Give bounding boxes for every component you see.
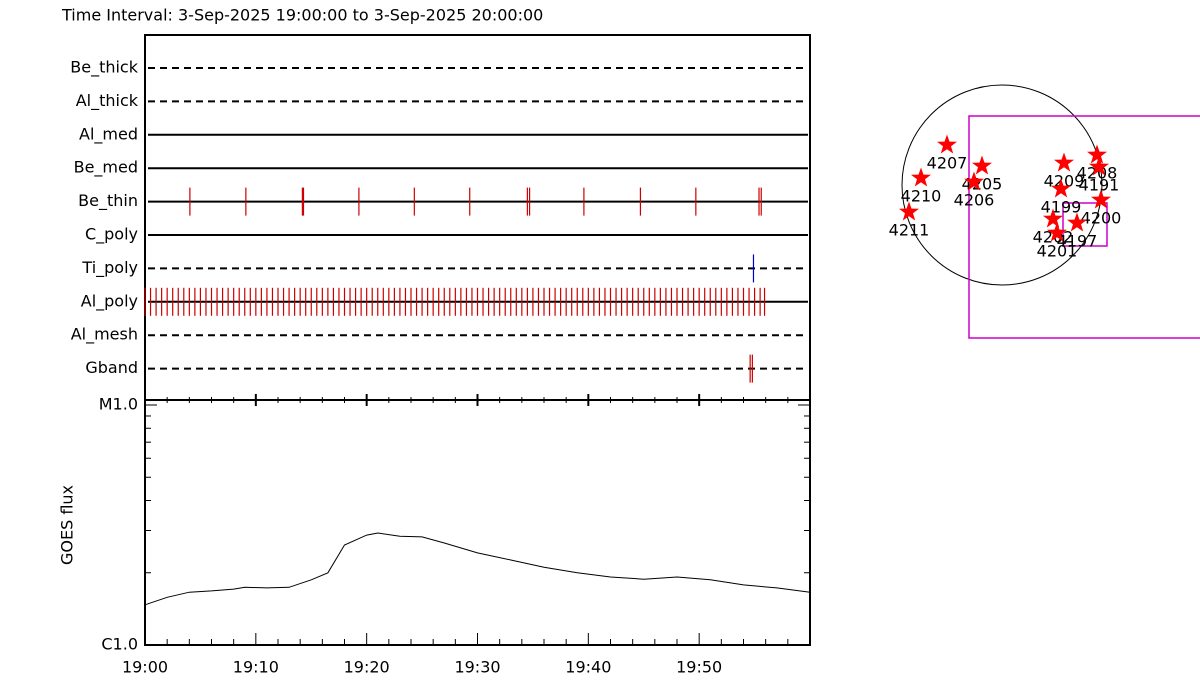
- solar-limb: [901, 84, 1103, 286]
- x-tick-label: 19:00: [122, 658, 168, 677]
- region-label: 4207: [927, 154, 968, 173]
- y-axis-label: GOES flux: [58, 485, 77, 565]
- region-star: [1054, 152, 1074, 172]
- row-label: Be_thick: [70, 58, 138, 78]
- x-tick-label: 19:30: [454, 658, 500, 677]
- region-star: [972, 155, 992, 175]
- timeline-frame: [144, 34, 811, 401]
- row-label: Al_med: [79, 124, 138, 144]
- region-label: 4199: [1041, 198, 1082, 217]
- row-label: Al_thick: [76, 91, 139, 111]
- row-label: Al_poly: [81, 291, 138, 311]
- row-label: C_poly: [85, 225, 138, 245]
- region-star: [1043, 208, 1063, 228]
- x-tick-label: 19:50: [676, 658, 722, 677]
- region-star: [899, 201, 919, 221]
- row-label: Be_med: [74, 158, 138, 178]
- region-star: [1051, 178, 1071, 198]
- region-star: [1089, 156, 1109, 176]
- region-star: [911, 167, 931, 187]
- fov-box-small: [1062, 202, 1108, 247]
- region-star: [937, 134, 957, 154]
- chart-title: Time Interval: 3-Sep-2025 19:00:00 to 3-…: [61, 6, 543, 25]
- x-tick-label: 19:10: [233, 658, 279, 677]
- row-label: Al_mesh: [71, 325, 138, 345]
- region-star: [1087, 144, 1107, 164]
- row-label: Gband: [85, 358, 138, 377]
- region-label: 4211: [889, 221, 930, 240]
- region-label: 4197: [1057, 232, 1098, 251]
- y-tick-label: C1.0: [101, 635, 138, 654]
- region-star: [1047, 222, 1067, 242]
- row-label: Ti_poly: [81, 258, 138, 278]
- region-star: [1067, 212, 1087, 232]
- region-label: 4210: [901, 187, 942, 206]
- goes-line: [144, 532, 811, 606]
- x-tick-label: 19:20: [344, 658, 390, 677]
- region-label: 4201: [1037, 242, 1078, 261]
- region-label: 4200: [1081, 209, 1122, 228]
- row-label: Be_thin: [78, 191, 138, 211]
- x-tick-label: 19:40: [565, 658, 611, 677]
- region-label: 4191: [1079, 176, 1120, 195]
- region-label: 4206: [954, 191, 995, 210]
- goes-frame: [144, 399, 811, 646]
- region-star: [964, 171, 984, 191]
- region-star: [1091, 189, 1111, 209]
- region-label: 4208: [1077, 164, 1118, 183]
- fov-box: [968, 115, 1200, 339]
- y-tick-label: M1.0: [99, 395, 138, 414]
